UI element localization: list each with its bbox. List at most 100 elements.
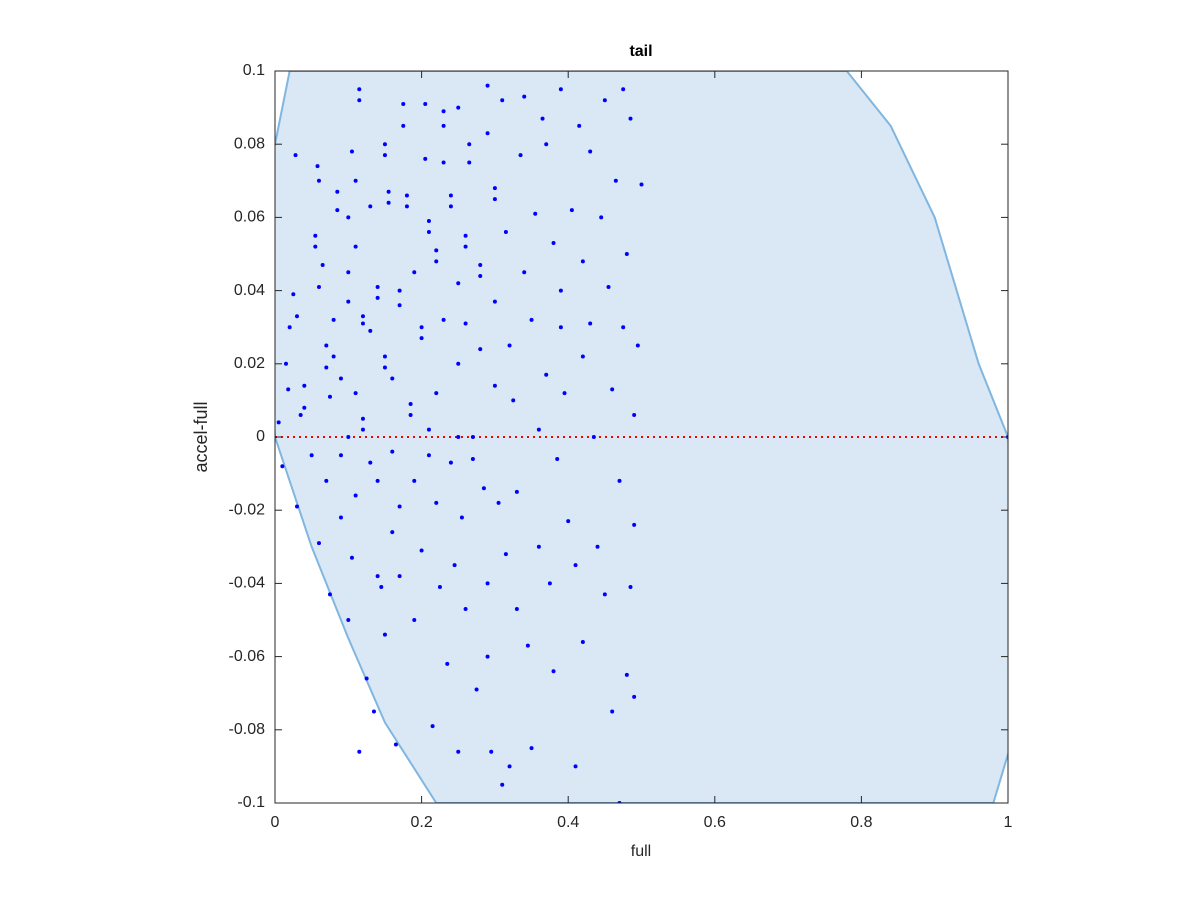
point [382,153,387,158]
point [511,398,516,403]
point [632,522,637,527]
point [569,208,574,213]
point [313,244,318,249]
point [397,288,402,293]
point [335,208,340,213]
point [293,153,298,158]
point [408,402,413,407]
point [507,764,512,769]
point [423,156,428,161]
point [610,709,615,714]
point [390,449,395,454]
point [404,193,409,198]
point [573,764,578,769]
point [280,464,285,469]
point [382,354,387,359]
x-tick-label: 0.4 [557,814,579,831]
point [382,142,387,147]
point [536,544,541,549]
point [452,563,457,568]
point [291,292,296,297]
point [624,672,629,677]
point [346,618,351,622]
point [573,563,578,568]
point [463,321,468,326]
point [485,581,490,586]
point [287,325,292,330]
point [617,478,622,483]
point [602,592,607,597]
point [397,504,402,509]
point [434,259,439,264]
point [349,555,354,560]
point [456,749,461,754]
x-tick-label: 0 [271,814,280,831]
point [382,365,387,370]
point [580,259,585,264]
point [419,325,424,330]
point [628,585,633,590]
point [401,101,406,106]
point [540,116,545,121]
point [353,391,358,396]
point [492,299,497,304]
point [529,746,534,751]
point [386,200,391,205]
point [316,541,321,546]
point [463,233,468,238]
point [346,215,351,220]
point [434,248,439,253]
y-tick-label: 0.08 [234,135,265,152]
point [536,427,541,432]
point [412,618,417,622]
y-tick-label: 0.06 [234,209,265,226]
x-tick-label: 0.2 [410,814,432,831]
point [441,123,446,128]
point [635,343,640,348]
point [434,391,439,396]
point [426,219,431,224]
y-axis-label: accel-full [191,401,211,472]
y-tick-label: 0.02 [234,355,265,372]
point [327,592,332,597]
point [298,413,303,418]
point [426,453,431,458]
y-tick-label: -0.06 [229,648,266,665]
point [522,94,527,99]
point [412,478,417,483]
point [327,394,332,399]
point [353,178,358,183]
point [368,460,373,465]
point [357,749,362,754]
point [353,493,358,498]
point [558,288,563,293]
point [316,178,321,183]
point [632,694,637,699]
point [338,376,343,381]
point [408,413,413,418]
y-tick-label: -0.1 [237,794,265,811]
point [294,314,299,319]
point [371,709,376,714]
point [445,661,450,666]
point [412,270,417,275]
point [628,116,633,121]
point [489,749,494,754]
point [315,164,320,169]
point [606,284,611,289]
point [346,435,351,439]
point [393,742,398,747]
point [276,420,281,425]
x-tick-label: 0.6 [704,814,726,831]
point [613,178,618,183]
point [580,639,585,644]
x-tick-label: 1 [1004,814,1013,831]
point [481,486,486,491]
point [610,387,615,392]
point [419,548,424,553]
point [397,574,402,579]
point [349,149,354,154]
point [621,325,626,330]
point [503,552,508,557]
